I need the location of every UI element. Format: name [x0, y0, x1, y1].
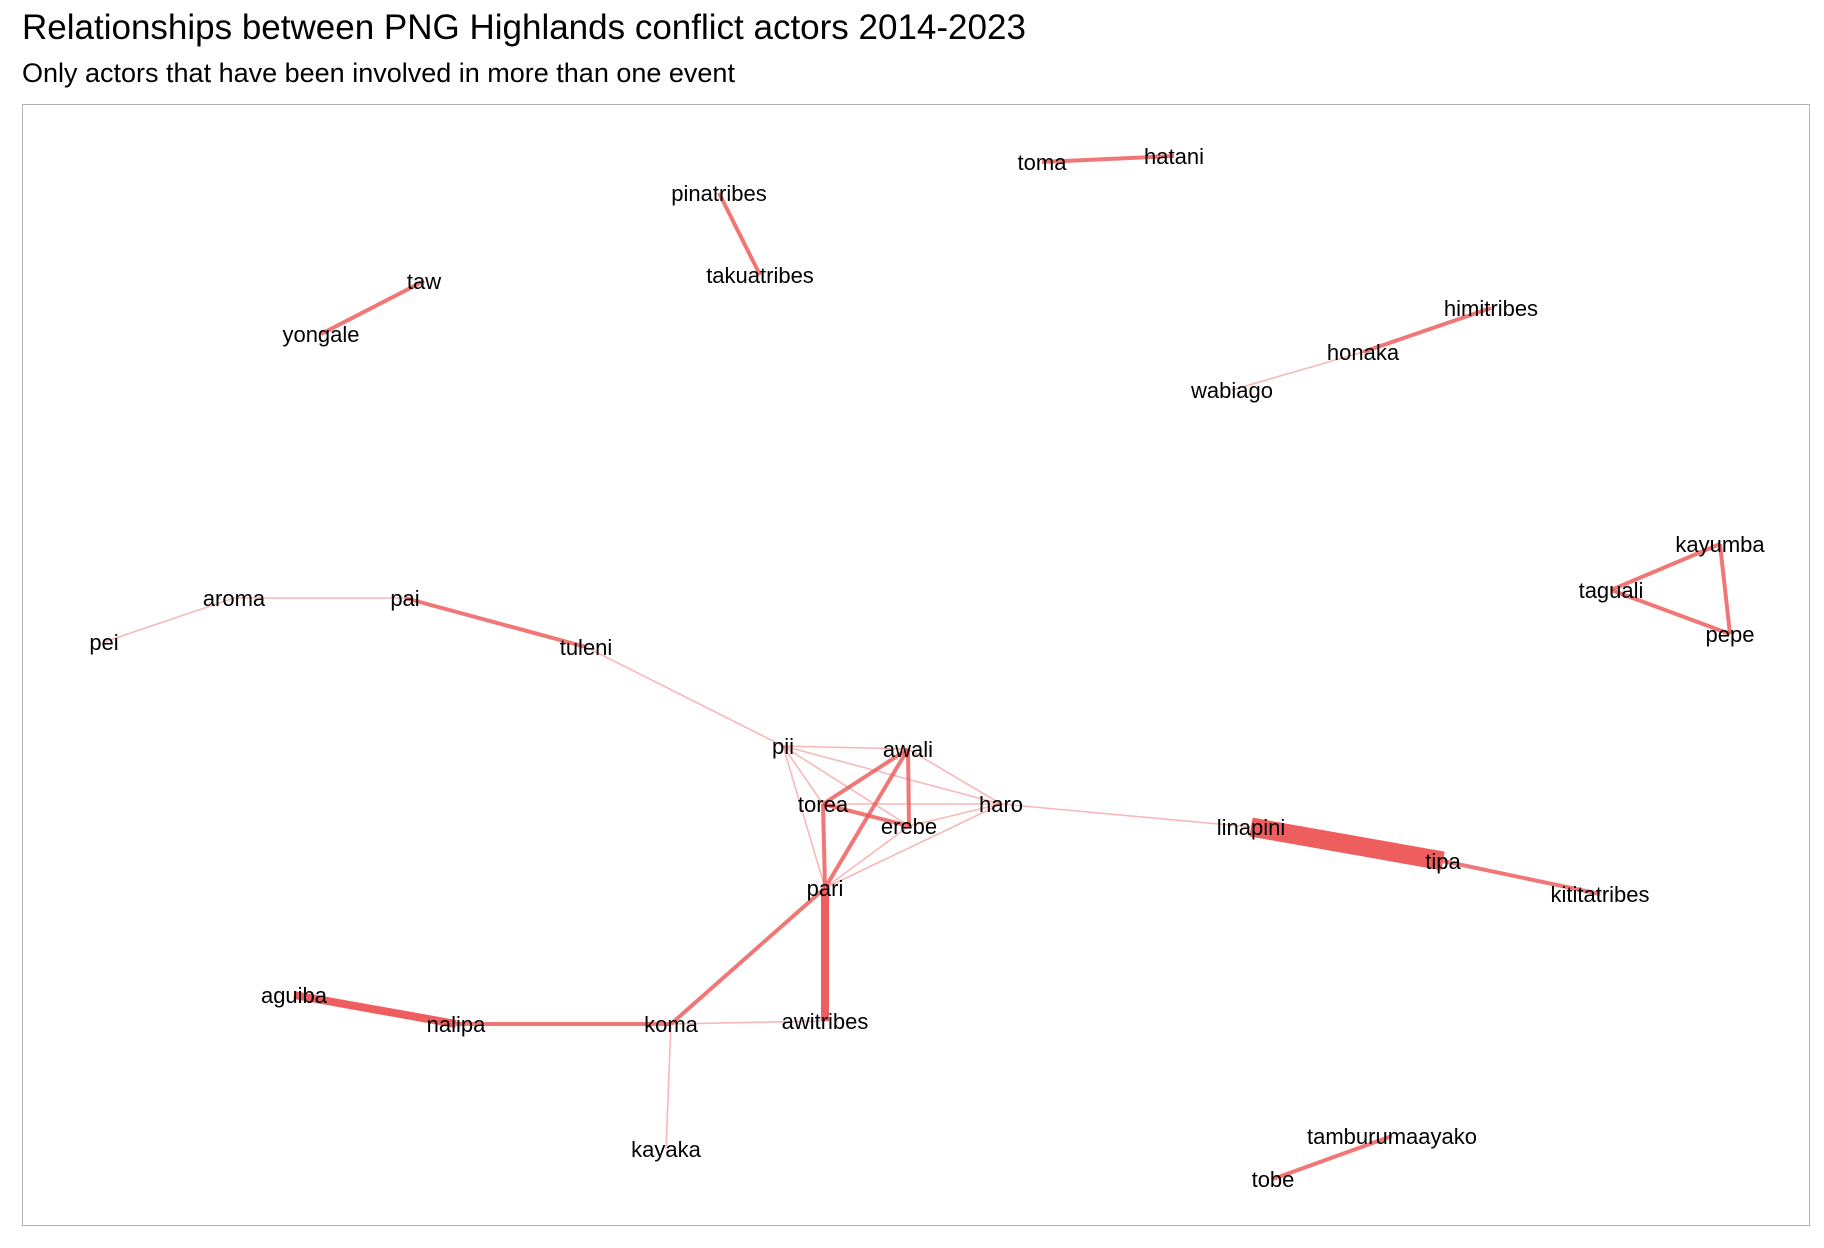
edge-koma-kayaka [665, 1023, 672, 1150]
edge-pii-erebe [782, 745, 910, 827]
node-label-pei: pei [89, 630, 118, 655]
page-subtitle: Only actors that have been involved in m… [22, 58, 735, 88]
node-label-torea: torea [798, 792, 849, 817]
edge-taw-yongale [320, 279, 425, 336]
edge-pinatribes-takuatribes [717, 192, 762, 276]
node-label-aroma: aroma [203, 586, 266, 611]
edge-pei-aroma [103, 597, 235, 643]
edge-kayumba-pepe [1718, 543, 1732, 635]
node-label-kayumba: kayumba [1675, 532, 1765, 557]
edge-koma-awitribes [670, 1020, 826, 1025]
node-label-takuatribes: takuatribes [706, 263, 814, 288]
node-label-tuleni: tuleni [560, 635, 613, 660]
network-graph-panel: toma hatani pinatribes takuatribes taw yongal… [22, 104, 1810, 1226]
network-graph: toma hatani pinatribes takuatribes taw yongal… [89, 144, 1765, 1192]
edge-himitribes-honaka [1362, 306, 1492, 354]
edge-tamburumaayako-tobe [1272, 1134, 1393, 1181]
node-label-koma: koma [644, 1012, 699, 1037]
edge-erebe-haro [908, 803, 1002, 827]
node-label-pii: pii [772, 734, 794, 759]
node-label-honaka: honaka [1327, 340, 1400, 365]
edge-toma-hatani [1041, 154, 1175, 164]
node-label-tamburumaayako: tamburumaayako [1307, 1124, 1477, 1149]
node-label-wabiago: wabiago [1190, 378, 1273, 403]
edge-pii-awali [782, 745, 909, 750]
edge-awali-erebe [906, 748, 911, 827]
node-label-tobe: tobe [1252, 1167, 1295, 1192]
edge-pari-koma [669, 886, 827, 1026]
node-label-erebe: erebe [881, 814, 937, 839]
node-label-kayaka: kayaka [631, 1137, 701, 1162]
edge-kayumba-taguali [1610, 542, 1721, 592]
node-label-toma: toma [1018, 150, 1068, 175]
edge-aguiba-nalipa [293, 991, 457, 1028]
edge-pai-tuleni [404, 596, 587, 649]
node-label-yongale: yongale [282, 322, 359, 347]
page-title: Relationships between PNG Highlands conf… [22, 8, 1026, 47]
node-label-pai: pai [390, 586, 419, 611]
node-label-kititatribes: kititatribes [1550, 882, 1649, 907]
node-label-awitribes: awitribes [782, 1009, 869, 1034]
node-label-aguiba: aguiba [261, 983, 328, 1008]
edge-awali-torea [821, 747, 910, 806]
edge-haro-linapini [1000, 803, 1252, 828]
node-label-hatani: hatani [1144, 144, 1204, 169]
node-label-pinatribes: pinatribes [671, 181, 766, 206]
node-label-awali: awali [883, 737, 933, 762]
node-label-taguali: taguali [1579, 578, 1644, 603]
edge-pii-torea [782, 745, 824, 805]
edge-torea-erebe [822, 802, 910, 828]
edge-awali-haro [907, 748, 1002, 805]
edge-erebe-pari [824, 825, 910, 889]
edges-layer [103, 154, 1732, 1181]
node-label-haro: haro [979, 792, 1023, 817]
labels-layer: toma hatani pinatribes takuatribes taw yongal… [89, 144, 1765, 1192]
edge-honaka-wabiago [1231, 351, 1364, 391]
edge-torea-pari [821, 803, 827, 889]
node-label-nalipa: nalipa [427, 1012, 486, 1037]
node-label-himitribes: himitribes [1444, 296, 1538, 321]
node-label-pari: pari [807, 876, 844, 901]
edge-tipa-kititatribes [1442, 859, 1601, 896]
edge-linapini-tipa [1249, 817, 1445, 871]
node-label-pepe: pepe [1706, 622, 1755, 647]
node-label-tipa: tipa [1425, 849, 1461, 874]
edge-taguali-pepe [1610, 588, 1731, 636]
node-label-taw: taw [407, 269, 441, 294]
edge-pii-pari [782, 745, 826, 889]
edge-awali-pari [823, 747, 910, 890]
node-label-linapini: linapini [1217, 815, 1286, 840]
edge-haro-pari [824, 803, 1002, 889]
edge-tuleni-pii [585, 646, 784, 747]
